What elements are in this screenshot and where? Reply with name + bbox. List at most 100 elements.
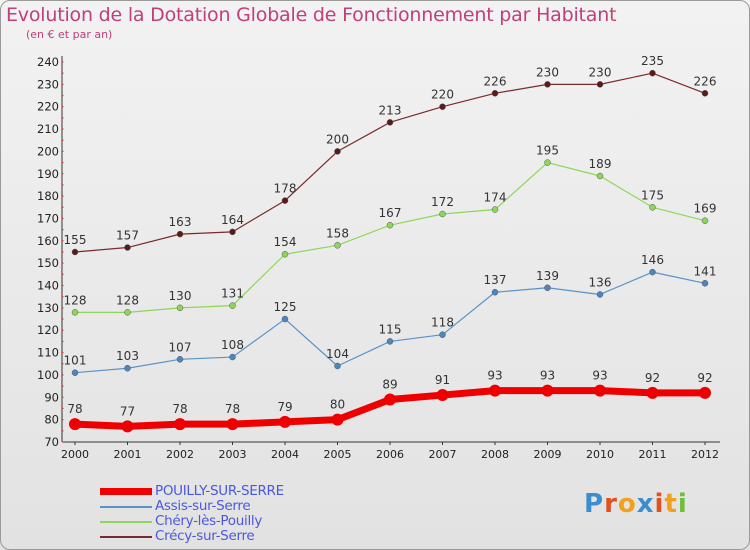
data-label-assis-sur-serre: 118 [431, 316, 454, 330]
data-label-cr-cy-sur-serre: 226 [694, 74, 717, 88]
data-point-assis-sur-serre [544, 284, 551, 292]
legend-swatch-pouilly [100, 488, 152, 495]
data-point-pouilly-sur-serre [699, 386, 711, 399]
data-label-assis-sur-serre: 104 [326, 347, 349, 361]
logo-letter: i [677, 489, 688, 519]
data-point-pouilly-sur-serre [69, 418, 81, 431]
data-label-pouilly-sur-serre: 89 [382, 378, 397, 392]
data-label-assis-sur-serre: 141 [694, 264, 717, 278]
y-tick-label: 240 [37, 55, 59, 69]
data-point-pouilly-sur-serre [436, 389, 449, 402]
logo-letter: i [654, 489, 665, 519]
y-tick-label: 160 [37, 234, 59, 248]
legend-label-pouilly: POUILLY-SUR-SERRE [155, 483, 284, 499]
data-point-cr-cy-sur-serre [71, 248, 79, 256]
data-label-assis-sur-serre: 101 [64, 354, 87, 368]
data-label-ch-ry-l-s-pouilly: 131 [221, 287, 244, 301]
x-tick-label: 2000 [61, 448, 89, 461]
data-label-cr-cy-sur-serre: 178 [274, 182, 297, 196]
data-label-cr-cy-sur-serre: 226 [484, 74, 507, 88]
logo-letter: t [664, 489, 678, 519]
data-point-assis-sur-serre [386, 338, 394, 345]
data-label-ch-ry-l-s-pouilly: 154 [274, 235, 297, 249]
data-label-cr-cy-sur-serre: 157 [116, 229, 139, 243]
data-point-cr-cy-sur-serre [334, 148, 341, 155]
y-tick-label: 70 [44, 435, 59, 449]
x-tick-label: 2002 [166, 448, 194, 461]
logo-letter: x [636, 489, 655, 519]
x-tick-label: 2008 [481, 448, 509, 461]
data-point-pouilly-sur-serre [279, 415, 291, 428]
data-label-cr-cy-sur-serre: 230 [589, 65, 612, 79]
y-tick-label: 80 [44, 413, 59, 427]
data-label-assis-sur-serre: 137 [484, 273, 507, 287]
data-label-ch-ry-l-s-pouilly: 158 [326, 226, 349, 240]
legend-swatch-crecy [100, 536, 152, 538]
x-tick-label: 2009 [534, 448, 562, 461]
y-tick-label: 200 [37, 144, 59, 158]
data-label-cr-cy-sur-serre: 213 [379, 103, 402, 117]
chart-title: Evolution de la Dotation Globale de Fonc… [6, 4, 617, 26]
data-point-pouilly-sur-serre [226, 418, 239, 431]
legend-label-chery: Chéry-lès-Pouilly [155, 513, 263, 529]
data-point-assis-sur-serre [71, 369, 79, 376]
data-point-pouilly-sur-serre [384, 393, 396, 406]
data-point-cr-cy-sur-serre [544, 81, 551, 88]
data-point-ch-ry-l-s-pouilly [491, 206, 499, 213]
data-label-assis-sur-serre: 103 [116, 349, 139, 363]
data-point-cr-cy-sur-serre [281, 197, 289, 204]
y-tick-label: 90 [44, 390, 59, 404]
data-label-pouilly-sur-serre: 77 [120, 404, 135, 418]
data-label-pouilly-sur-serre: 79 [277, 400, 292, 414]
data-point-ch-ry-l-s-pouilly [71, 309, 79, 316]
data-point-assis-sur-serre [439, 331, 446, 338]
x-tick-label: 2004 [271, 448, 299, 461]
data-label-cr-cy-sur-serre: 220 [431, 88, 454, 102]
data-label-pouilly-sur-serre: 93 [592, 369, 607, 383]
data-point-cr-cy-sur-serre [386, 119, 394, 126]
legend-label-crecy: Crécy-sur-Serre [155, 528, 255, 544]
data-label-assis-sur-serre: 136 [589, 275, 612, 289]
data-point-ch-ry-l-s-pouilly [386, 221, 394, 229]
y-tick-label: 120 [37, 323, 59, 337]
data-point-assis-sur-serre [124, 364, 131, 372]
x-tick-label: 2011 [639, 448, 667, 461]
data-label-assis-sur-serre: 125 [274, 300, 297, 314]
data-label-ch-ry-l-s-pouilly: 128 [64, 293, 87, 307]
data-point-assis-sur-serre [649, 268, 656, 276]
data-label-assis-sur-serre: 108 [221, 338, 244, 352]
data-label-assis-sur-serre: 107 [169, 340, 192, 354]
logo-letter: P [584, 489, 605, 519]
y-tick-label: 100 [37, 368, 59, 382]
x-tick-label: 2005 [324, 448, 352, 461]
data-label-pouilly-sur-serre: 80 [330, 398, 345, 412]
data-point-assis-sur-serre [229, 353, 236, 361]
data-label-cr-cy-sur-serre: 163 [169, 215, 192, 229]
data-point-ch-ry-l-s-pouilly [649, 204, 656, 211]
data-point-ch-ry-l-s-pouilly [544, 159, 551, 166]
data-point-cr-cy-sur-serre [491, 90, 499, 97]
y-tick-label: 170 [37, 211, 59, 225]
data-label-cr-cy-sur-serre: 164 [221, 213, 244, 227]
data-point-ch-ry-l-s-pouilly [596, 172, 604, 180]
y-tick-label: 110 [37, 346, 59, 360]
data-point-assis-sur-serre [176, 356, 184, 363]
data-point-ch-ry-l-s-pouilly [176, 304, 184, 312]
x-tick-label: 2006 [376, 448, 404, 461]
data-point-cr-cy-sur-serre [649, 69, 656, 77]
data-label-pouilly-sur-serre: 78 [172, 402, 187, 416]
logo-letter: o [617, 489, 637, 519]
data-point-ch-ry-l-s-pouilly [701, 217, 709, 224]
data-label-cr-cy-sur-serre: 235 [641, 54, 664, 68]
data-label-ch-ry-l-s-pouilly: 128 [116, 293, 139, 307]
y-tick-label: 150 [37, 256, 59, 270]
data-label-ch-ry-l-s-pouilly: 189 [589, 157, 612, 171]
y-tick-label: 190 [37, 167, 59, 181]
data-label-pouilly-sur-serre: 93 [487, 369, 502, 383]
data-point-cr-cy-sur-serre [596, 81, 604, 88]
legend-swatch-chery [100, 521, 152, 523]
data-point-assis-sur-serre [491, 288, 499, 296]
data-point-assis-sur-serre [596, 291, 604, 298]
data-label-ch-ry-l-s-pouilly: 130 [169, 289, 192, 303]
data-label-pouilly-sur-serre: 92 [645, 371, 660, 385]
